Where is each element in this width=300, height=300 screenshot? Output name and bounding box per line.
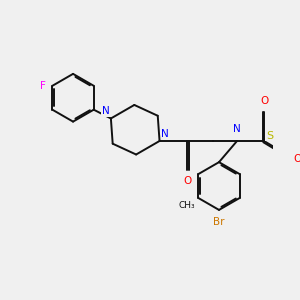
Text: CH₃: CH₃ xyxy=(178,201,195,210)
Text: F: F xyxy=(40,81,46,91)
Text: O: O xyxy=(293,154,300,164)
Text: N: N xyxy=(102,106,110,116)
Text: O: O xyxy=(183,176,192,186)
Text: O: O xyxy=(260,96,268,106)
Text: S: S xyxy=(266,130,273,141)
Text: N: N xyxy=(161,129,169,139)
Text: Br: Br xyxy=(213,217,225,226)
Text: N: N xyxy=(233,124,241,134)
